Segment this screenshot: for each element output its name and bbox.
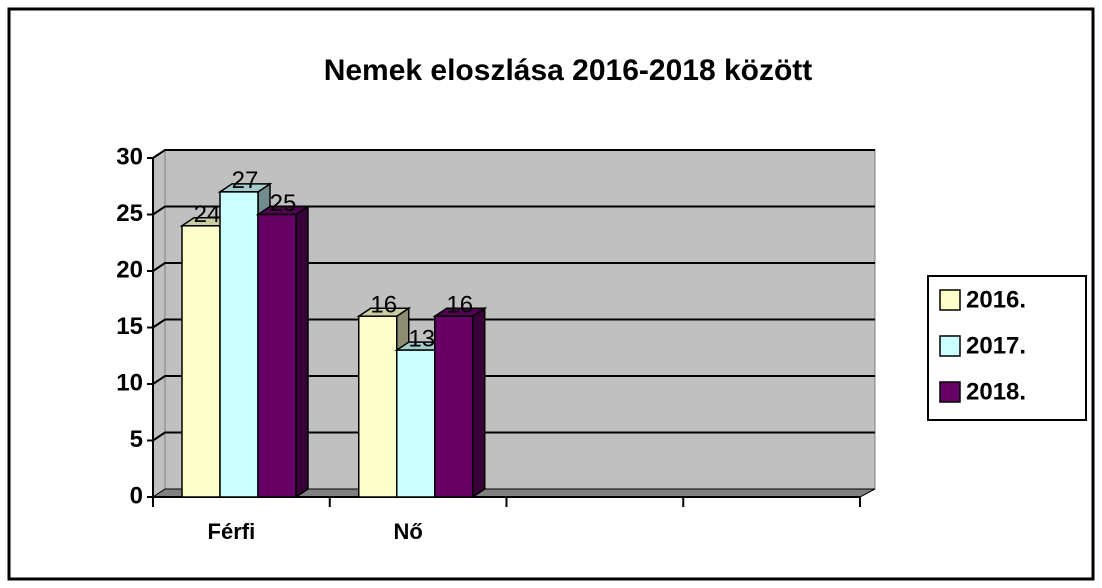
bar (181, 225, 221, 498)
data-label: 16 (370, 292, 397, 319)
legend-label: 2016. (966, 286, 1026, 313)
grid-line (152, 431, 875, 442)
grid-line (152, 205, 875, 216)
grid-line (152, 375, 875, 385)
bar (219, 191, 259, 498)
y-tick-label: 20 (116, 256, 143, 283)
bar (257, 213, 297, 498)
y-tick-label: 15 (116, 313, 143, 340)
legend-swatch (939, 381, 961, 403)
chart-title: Nemek eloszlása 2016-2018 között (324, 54, 813, 87)
bar-side (295, 205, 309, 499)
data-label: 24 (194, 201, 221, 228)
legend-label: 2017. (966, 332, 1026, 359)
legend-swatch (939, 335, 961, 357)
legend-swatch (939, 289, 961, 311)
y-tick-label: 30 (116, 143, 143, 170)
y-tick-label: 10 (116, 369, 143, 396)
bar (358, 315, 398, 498)
legend-label: 2018. (966, 378, 1026, 405)
data-label: 27 (232, 167, 259, 194)
grid-line (152, 262, 875, 272)
grid-line (152, 149, 875, 159)
bar (396, 349, 436, 498)
bar (434, 315, 474, 498)
y-tick-label: 0 (130, 482, 143, 509)
x-tick-label: Nő (393, 519, 422, 544)
grid-line (152, 318, 875, 329)
bar-side (472, 306, 486, 499)
y-tick-label: 5 (130, 426, 143, 453)
data-label: 25 (270, 190, 297, 217)
data-label: 16 (446, 292, 473, 319)
data-label: 13 (408, 325, 435, 352)
x-tick-label: Férfi (208, 519, 256, 544)
y-tick-label: 25 (116, 200, 143, 227)
